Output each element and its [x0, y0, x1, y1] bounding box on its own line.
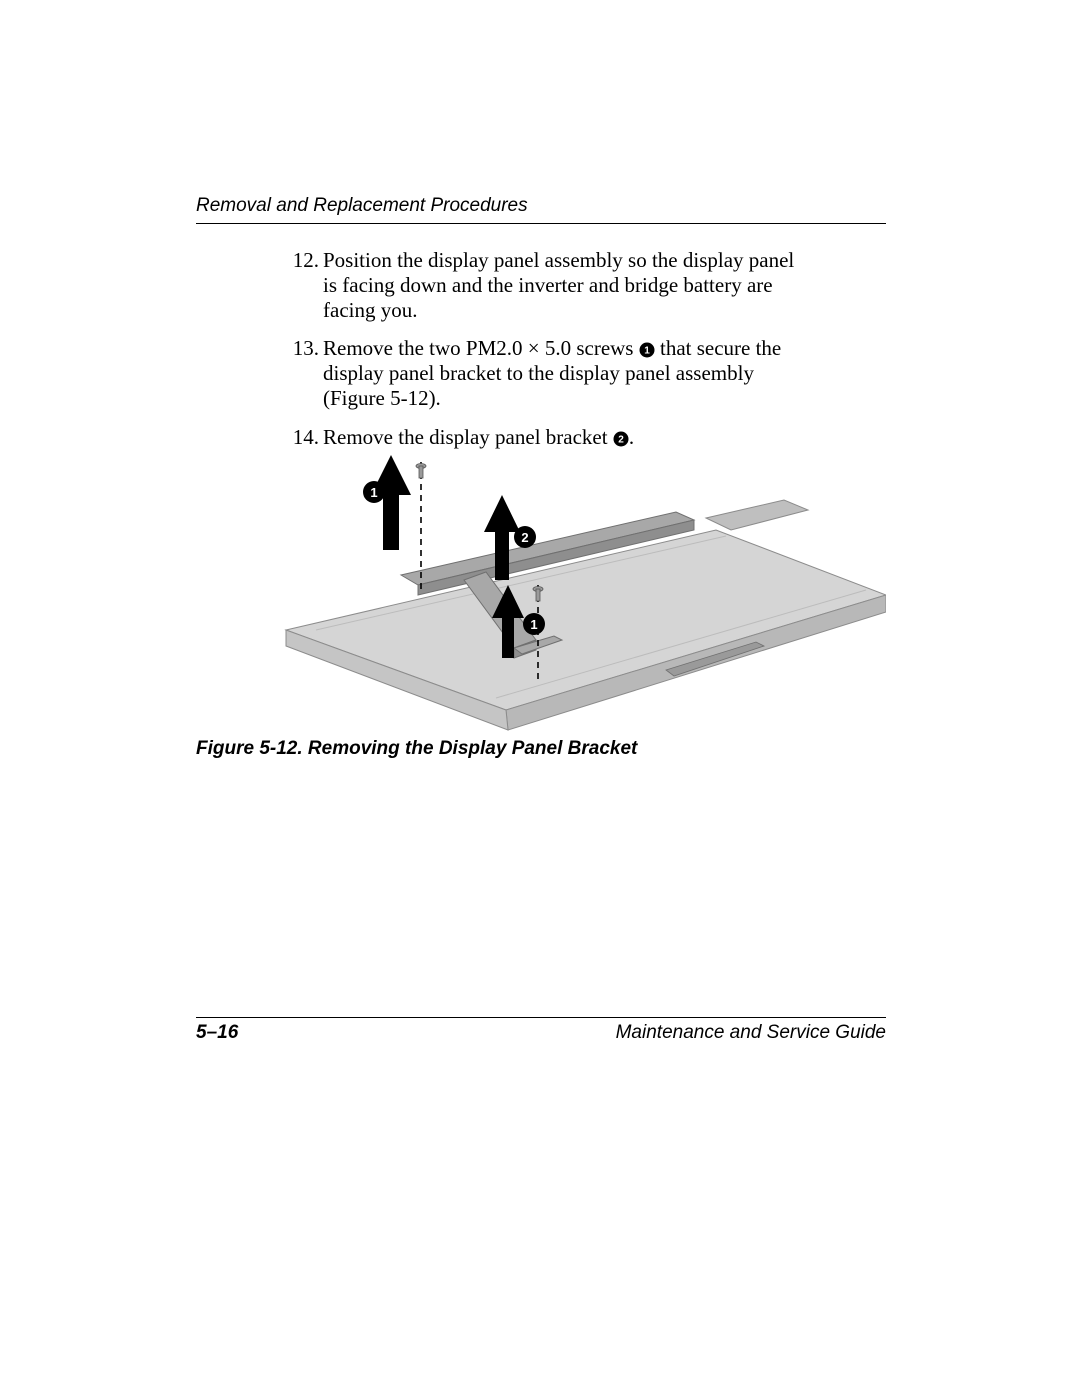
page-number: 5–16: [196, 1022, 238, 1044]
section-title: Removal and Replacement Procedures: [196, 195, 886, 217]
step-text: Remove the two PM2.0 × 5.0 screws 1 that…: [323, 336, 805, 410]
guide-title: Maintenance and Service Guide: [616, 1022, 886, 1044]
step-text: Position the display panel assembly so t…: [323, 248, 805, 322]
page-header: Removal and Replacement Procedures: [196, 195, 886, 232]
step-number: 12.: [285, 248, 323, 322]
callout-1a: 1: [363, 481, 385, 503]
text-fragment: Remove the two PM2.0 × 5.0 screws: [323, 336, 639, 360]
svg-text:1: 1: [370, 485, 377, 500]
instruction-list: 12. Position the display panel assembly …: [285, 248, 805, 463]
callout-1b: 1: [523, 613, 545, 635]
step-number: 13.: [285, 336, 323, 410]
figure-caption: Figure 5-12. Removing the Display Panel …: [196, 738, 637, 760]
figure-svg: 1 2 1: [196, 440, 886, 735]
header-rule: [196, 223, 886, 224]
callout-icon-1: 1: [639, 342, 655, 358]
list-item: 13. Remove the two PM2.0 × 5.0 screws 1 …: [285, 336, 805, 410]
figure: 1 2 1: [196, 440, 886, 735]
page: Removal and Replacement Procedures 12. P…: [0, 0, 1080, 1397]
screw-icon: [416, 464, 426, 479]
footer-rule: [196, 1017, 886, 1018]
list-item: 12. Position the display panel assembly …: [285, 248, 805, 322]
callout-2: 2: [514, 526, 536, 548]
svg-text:1: 1: [530, 617, 537, 632]
page-footer: 5–16 Maintenance and Service Guide: [196, 1009, 886, 1044]
svg-text:2: 2: [521, 530, 528, 545]
svg-text:1: 1: [644, 346, 650, 357]
